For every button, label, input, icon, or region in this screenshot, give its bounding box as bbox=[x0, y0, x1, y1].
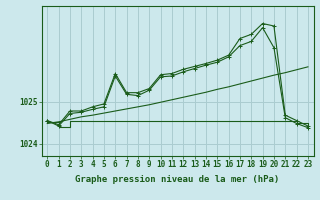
X-axis label: Graphe pression niveau de la mer (hPa): Graphe pression niveau de la mer (hPa) bbox=[76, 175, 280, 184]
